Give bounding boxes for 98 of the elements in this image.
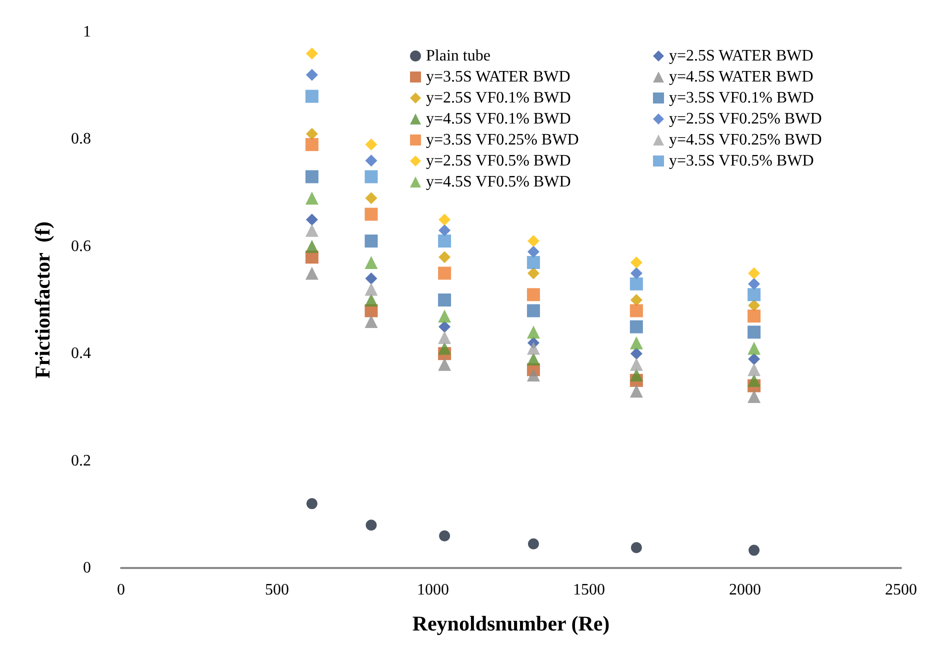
point [438,224,451,236]
x-tick-label: 1500 [573,582,605,598]
point [365,192,378,204]
x-tick-label: 0 [117,582,125,598]
legend-label: y=4.5S WATER BWD [669,68,814,86]
point [527,246,540,258]
legend-label: Plain tube [426,48,490,64]
point [630,368,643,382]
point [365,154,378,167]
y-tick-label: 0.2 [71,452,91,470]
point [526,304,540,318]
legend-label: y=3.5S VF0.25% BWD [426,132,579,148]
point [438,234,452,248]
point [526,342,540,355]
point [748,288,761,302]
point [364,208,378,221]
point [306,128,318,140]
legend-label: y=3.5S VF0.5% BWD [669,152,814,170]
x-tick-label: 1000 [417,582,449,598]
point [366,520,377,531]
y-tick-label: 0 [83,560,91,576]
point [748,363,761,376]
point [748,310,761,323]
point [365,272,378,285]
x-tick-label: 2000 [729,582,761,598]
y-tick-label: 0.6 [71,238,91,255]
point [630,320,643,334]
legend-label: y=2.5S VF0.25% BWD [669,110,822,128]
point [364,314,378,328]
point [748,342,761,355]
point [305,224,318,237]
point [305,266,318,280]
point [364,234,378,248]
y-axis-title: Frictionfactor (f) [30,221,54,379]
point [528,538,539,550]
point [748,390,761,403]
point [526,288,540,302]
legend-label: y=3.5S VF0.1% BWD [669,90,814,106]
x-tick-label: 500 [265,582,289,598]
point [527,235,540,248]
legend-label: y=2.5S WATER BWD [669,48,814,64]
x-axis-title: Reynoldsnumber (Re) [412,612,610,636]
point [438,266,452,280]
point [748,352,760,365]
point [526,352,540,366]
point [748,267,760,280]
point [439,530,450,542]
point [305,90,318,103]
point [364,294,378,306]
y-tick-label: 1 [83,24,91,40]
point [527,267,540,280]
point [438,358,452,371]
point [364,282,378,296]
legend-label: y=4.5S VF0.1% BWD [426,110,571,128]
point [365,138,378,151]
point [438,331,452,344]
y-tick-label: 0.8 [71,130,91,148]
legend-label: y=3.5S WATER BWD [426,68,570,86]
point [438,251,451,264]
x-tick-label: 2500 [885,582,917,598]
point [748,299,760,312]
point [630,294,642,306]
point [306,68,318,81]
point [438,214,451,226]
point [748,374,761,387]
point [438,310,452,323]
point [748,326,761,339]
point [630,542,642,554]
point [306,214,318,226]
legend-label: y=4.5S VF0.25% BWD [669,132,822,148]
point [630,267,642,280]
point [526,368,540,382]
point [306,498,318,510]
point [306,47,318,60]
point [630,348,642,360]
point [305,170,318,184]
point [630,358,643,371]
point [305,192,318,205]
point [305,240,318,253]
point [526,256,540,269]
point [364,256,378,269]
legend-label: y=4.5S VF0.5% BWD [426,174,571,190]
y-tick-label: 0.4 [71,345,91,362]
point [630,336,643,350]
point [630,277,643,290]
point [630,304,643,318]
point [438,342,452,355]
point [526,326,540,339]
legend-label: y=2.5S VF0.5% BWD [426,152,571,170]
point [305,138,318,152]
point [438,294,452,306]
point [748,544,760,556]
point [630,384,643,398]
point [748,278,760,290]
point [364,170,378,184]
legend-label: y=2.5S VF0.1% BWD [426,90,571,106]
point [438,320,451,333]
point [630,256,642,268]
